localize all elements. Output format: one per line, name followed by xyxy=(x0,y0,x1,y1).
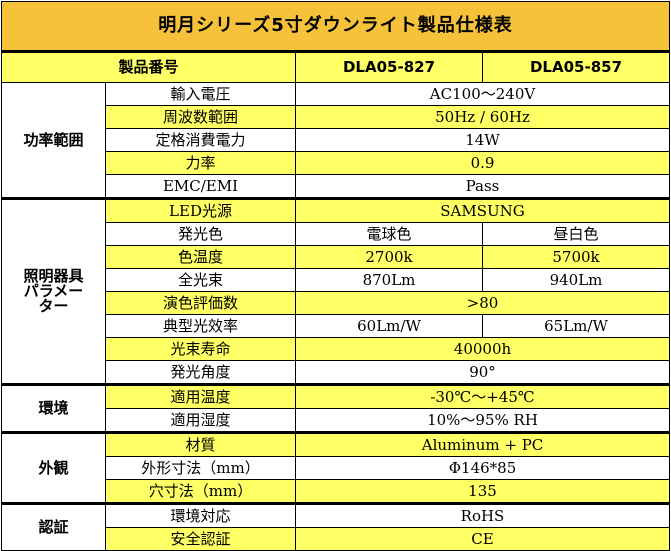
row-label: 材質 xyxy=(105,431,296,457)
row-label: 周波数範囲 xyxy=(105,105,296,129)
table-row: 穴寸法（mm） 135 xyxy=(1,479,670,504)
model-b: DLA05-857 xyxy=(482,51,670,83)
row-value: AC100～240V xyxy=(295,82,670,106)
row-value-a: 電球色 xyxy=(295,222,483,246)
table-row: 典型光效率 60Lm/W 65Lm/W xyxy=(2,314,670,338)
row-value: >80 xyxy=(295,291,670,315)
row-value: 14W xyxy=(295,128,670,152)
table-row: EMC/EMI Pass xyxy=(2,174,670,199)
table-row: 認証 環境対応 RoHS xyxy=(1,502,670,551)
category-lighting: 照明器具 パラメー ター xyxy=(1,197,106,385)
table-row: 発光色 電球色 昼白色 xyxy=(2,222,670,246)
row-value: Φ146*85 xyxy=(295,456,670,480)
row-value: RoHS xyxy=(295,502,670,528)
row-label: 色温度 xyxy=(105,245,296,269)
table-row: 功率範囲 輸入電圧 AC100～240V xyxy=(1,82,670,199)
row-value: 90° xyxy=(295,360,670,385)
row-label: 光束寿命 xyxy=(105,337,296,361)
row-value: SAMSUNG xyxy=(295,197,670,223)
row-value: 0.9 xyxy=(295,151,670,175)
row-value: 40000h xyxy=(295,337,670,361)
table-row: 照明器具 パラメー ター LED光源 SAMSUNG xyxy=(1,197,670,385)
row-value-a: 870Lm xyxy=(295,268,483,292)
row-label: EMC/EMI xyxy=(105,174,296,199)
row-label: 演色評価数 xyxy=(105,291,296,315)
category-lighting-line1: 照明器具 xyxy=(23,267,84,285)
table-row: 環境 適用温度 -30℃～+45℃ xyxy=(1,383,670,433)
title-row: 明月シリーズ5寸ダウンライト製品仕様表 xyxy=(1,1,670,53)
table-row: 周波数範囲 50Hz / 60Hz xyxy=(1,105,670,129)
row-value: CE xyxy=(295,527,670,551)
row-value: 135 xyxy=(295,479,670,504)
table-row: 全光束 870Lm 940Lm xyxy=(2,268,670,292)
table-row: 光束寿命 40000h xyxy=(1,337,670,361)
row-label: LED光源 xyxy=(105,197,296,223)
table-row: 外観 材質 Aluminum + PC xyxy=(1,431,670,504)
row-label: 定格消費電力 xyxy=(105,128,296,152)
table-row: 色温度 2700k 5700k xyxy=(1,245,670,269)
category-certification: 認証 xyxy=(1,502,106,551)
row-label: 発光色 xyxy=(105,222,296,246)
row-label: 適用湿度 xyxy=(105,408,296,433)
row-value: Pass xyxy=(295,174,670,199)
table-row: 力率 0.9 xyxy=(1,151,670,175)
category-appearance: 外観 xyxy=(1,431,106,504)
table-row: 定格消費電力 14W xyxy=(2,128,670,152)
row-label: 典型光效率 xyxy=(105,314,296,338)
table-title: 明月シリーズ5寸ダウンライト製品仕様表 xyxy=(1,1,670,53)
row-value: 50Hz / 60Hz xyxy=(295,105,670,129)
category-environment: 環境 xyxy=(1,383,106,433)
row-label: 安全認証 xyxy=(105,527,296,551)
row-value-a: 2700k xyxy=(295,245,483,269)
model-a: DLA05-827 xyxy=(295,51,483,83)
row-label: 穴寸法（mm） xyxy=(105,479,296,504)
category-lighting-line3: ター xyxy=(38,297,69,315)
table-row: 演色評価数 >80 xyxy=(1,291,670,315)
row-label: 適用温度 xyxy=(105,383,296,409)
row-value-a: 60Lm/W xyxy=(295,314,483,338)
row-value-b: 65Lm/W xyxy=(482,314,670,338)
product-number-label: 製品番号 xyxy=(1,51,296,83)
row-value-b: 昼白色 xyxy=(482,222,670,246)
row-label: 輸入電圧 xyxy=(105,82,296,106)
category-lighting-line2: パラメー xyxy=(23,282,84,300)
row-value: 10%～95% RH xyxy=(295,408,670,433)
header-row: 製品番号 DLA05-827 DLA05-857 xyxy=(1,51,670,83)
row-value: -30℃～+45℃ xyxy=(295,383,670,409)
row-value-b: 5700k xyxy=(482,245,670,269)
row-label: 発光角度 xyxy=(105,360,296,385)
table-row: 安全認証 CE xyxy=(1,527,670,551)
row-label: 環境対応 xyxy=(105,502,296,528)
row-label: 外形寸法（mm） xyxy=(105,456,296,480)
row-value-b: 940Lm xyxy=(482,268,670,292)
category-power: 功率範囲 xyxy=(1,82,106,199)
row-label: 力率 xyxy=(105,151,296,175)
row-value: Aluminum + PC xyxy=(295,431,670,457)
table-row: 発光角度 90° xyxy=(2,360,670,385)
row-label: 全光束 xyxy=(105,268,296,292)
